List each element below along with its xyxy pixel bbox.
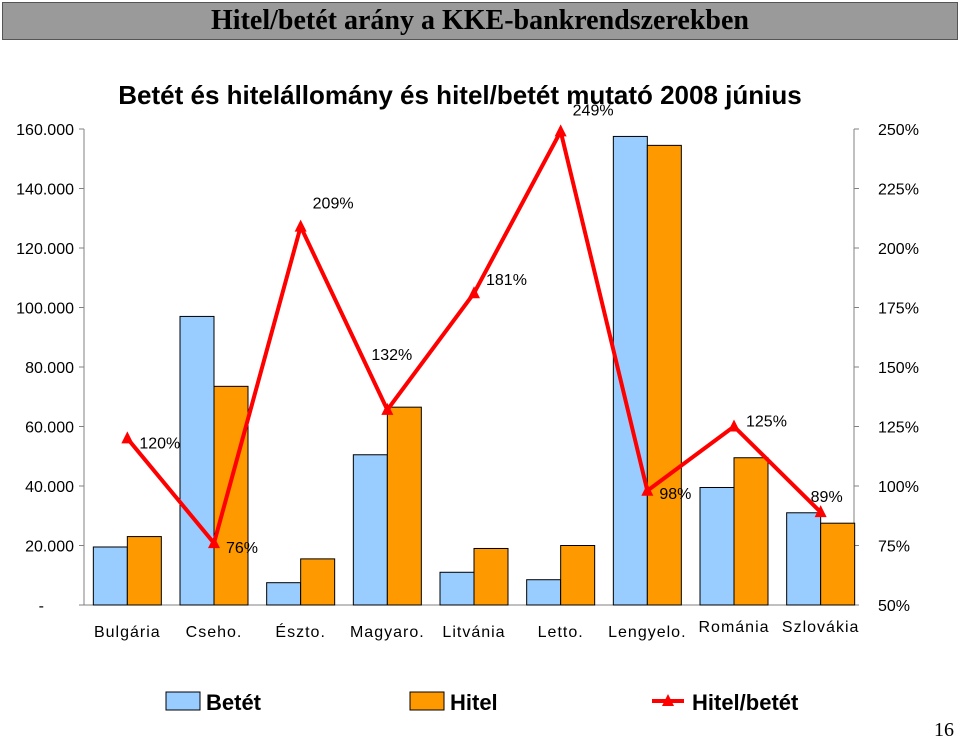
ratio-marker bbox=[208, 536, 220, 549]
data-label: 76% bbox=[226, 540, 258, 557]
bar-hitel bbox=[300, 558, 336, 606]
y-left-tick-label: 20.000 bbox=[25, 539, 74, 556]
bar-bett bbox=[439, 571, 475, 606]
x-tick-label: Szlovákia bbox=[782, 619, 859, 636]
bar-hitel bbox=[126, 536, 162, 606]
bar-bett bbox=[352, 454, 388, 606]
bar-bett bbox=[786, 512, 822, 606]
ratio-marker bbox=[641, 483, 654, 496]
chart-ratio-line bbox=[121, 124, 827, 549]
bar-hitel bbox=[646, 144, 682, 606]
x-tick-label: Lengyelo. bbox=[608, 624, 686, 641]
header-box: Hitel/betét arány a KKE-bankrendszerekbe… bbox=[2, 2, 958, 40]
x-tick-label: Bulgária bbox=[94, 624, 161, 641]
y-right-tick-label: 75% bbox=[878, 539, 910, 556]
y-right-tick-label: 150% bbox=[878, 360, 919, 377]
y-left-tick-label: 100.000 bbox=[16, 301, 74, 318]
data-label: 249% bbox=[573, 102, 614, 119]
y-right-tick-label: 175% bbox=[878, 301, 919, 318]
bar-hitel bbox=[386, 406, 422, 606]
page-title: Hitel/betét arány a KKE-bankrendszerekbe… bbox=[211, 5, 749, 36]
ratio-marker bbox=[468, 286, 480, 299]
bar-bett bbox=[526, 579, 562, 606]
ratio-marker bbox=[294, 219, 307, 232]
data-label: 98% bbox=[659, 486, 691, 503]
data-label: 181% bbox=[486, 272, 527, 289]
x-tick-label: Litvánia bbox=[442, 624, 505, 641]
legend-marker-ratio bbox=[662, 694, 674, 706]
y-left-tick-label: 160.000 bbox=[16, 122, 74, 139]
data-label: 125% bbox=[746, 414, 787, 431]
page-number: 16 bbox=[934, 719, 954, 741]
y-right-tick-label: 225% bbox=[878, 182, 919, 199]
y-left-tick-label: 40.000 bbox=[25, 479, 74, 496]
bar-hitel bbox=[733, 457, 769, 606]
data-label: 120% bbox=[139, 435, 180, 452]
bar-hitel bbox=[213, 385, 249, 606]
x-tick-label: Cseho. bbox=[186, 624, 243, 641]
legend-swatch-hitel bbox=[409, 691, 445, 711]
y-left-tick-label: 80.000 bbox=[25, 360, 74, 377]
data-label: 89% bbox=[811, 489, 843, 506]
bar-hitel bbox=[560, 545, 596, 606]
data-label: 132% bbox=[371, 347, 412, 364]
bar-bett bbox=[699, 486, 735, 606]
y-right-tick-label: 250% bbox=[878, 122, 919, 139]
y-left-tick-label: 120.000 bbox=[16, 241, 74, 258]
bar-hitel bbox=[820, 522, 856, 606]
ratio-marker bbox=[554, 124, 567, 137]
x-tick-label: Magyaro. bbox=[350, 624, 425, 641]
ratio-marker bbox=[121, 431, 134, 444]
data-label: 209% bbox=[313, 196, 354, 213]
x-tick-label: Románia bbox=[698, 619, 769, 636]
bar-hitel bbox=[473, 547, 509, 606]
chart-labels: 120% 76% 209% 132% 181% 249% 98% 125% 89% bbox=[139, 102, 842, 557]
legend-label: Hitel/betét bbox=[692, 690, 799, 715]
legend-label: Betét bbox=[206, 690, 262, 715]
ratio-marker bbox=[814, 505, 827, 518]
y-left-tick-label: 60.000 bbox=[25, 420, 74, 437]
y-right-tick-label: 125% bbox=[878, 420, 919, 437]
y-left-tick-label: - bbox=[39, 598, 44, 615]
bar-bett bbox=[266, 582, 302, 606]
x-tick-label: Letto. bbox=[538, 624, 584, 641]
y-right-tick-label: 200% bbox=[878, 241, 919, 258]
ratio-line bbox=[125, 125, 823, 548]
bar-bett bbox=[179, 315, 215, 606]
y-right-tick-label: 100% bbox=[878, 479, 919, 496]
ratio-marker bbox=[381, 402, 394, 415]
legend-label: Hitel bbox=[450, 690, 498, 715]
chart-title: Betét és hitelállomány és hitel/betét mu… bbox=[118, 80, 802, 110]
legend-swatch-bett bbox=[165, 691, 201, 711]
ratio-marker bbox=[728, 419, 740, 432]
x-tick-label: Észto. bbox=[275, 622, 325, 641]
chart-legend: Betét Hitel Hitel/betét bbox=[165, 690, 799, 715]
y-left-tick-label: 140.000 bbox=[16, 182, 74, 199]
y-right-tick-label: 50% bbox=[878, 598, 910, 615]
chart-bars bbox=[92, 135, 856, 606]
bar-bett bbox=[92, 546, 128, 606]
